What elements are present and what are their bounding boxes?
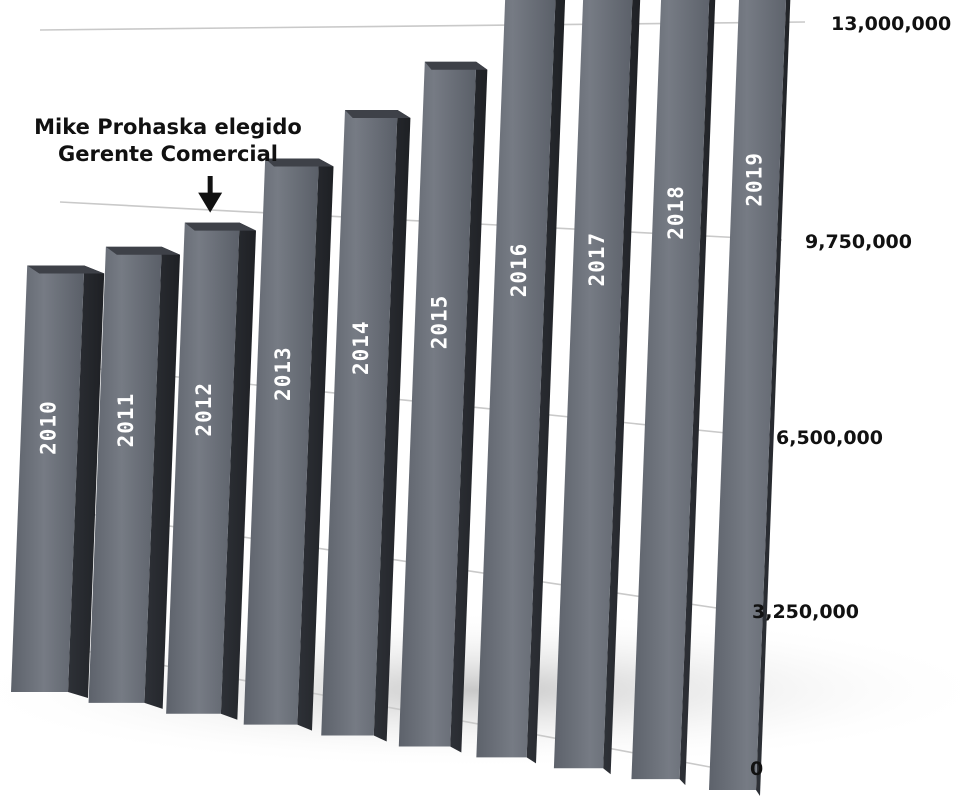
annotation: Mike Prohaska elegido Gerente Comercial <box>18 114 318 168</box>
bar-label: 2017 <box>585 232 609 287</box>
bar: 2013 <box>243 158 334 731</box>
y-tick-label: 3,250,000 <box>752 601 859 623</box>
annotation-line-1: Mike Prohaska elegido <box>34 115 302 139</box>
arrow-head <box>198 192 223 213</box>
bar: 2019 <box>709 0 791 796</box>
bar: 2011 <box>88 246 181 709</box>
bar-label: 2019 <box>743 152 767 207</box>
y-tick-label: 13,000,000 <box>831 13 951 35</box>
bar: 2015 <box>398 61 488 753</box>
bar: 2010 <box>11 265 105 698</box>
y-tick-label: 0 <box>750 758 763 780</box>
bar-label: 2014 <box>349 320 373 375</box>
bar: 2017 <box>553 0 641 775</box>
bar-label: 2010 <box>37 400 61 455</box>
bar-label: 2012 <box>192 382 216 437</box>
y-tick-label: 6,500,000 <box>776 427 883 449</box>
bar-label: 2013 <box>271 346 295 401</box>
bar: 2012 <box>166 222 256 720</box>
annotation-arrow <box>198 176 223 213</box>
bar: 2014 <box>321 110 411 742</box>
y-tick-label: 9,750,000 <box>805 231 912 253</box>
bar-label: 2016 <box>507 243 531 298</box>
bar-label: 2015 <box>428 295 452 350</box>
annotation-line-2: Gerente Comercial <box>58 142 278 166</box>
bar: 2016 <box>476 0 566 764</box>
bar: 2018 <box>631 0 716 786</box>
bar-label: 2018 <box>664 185 688 240</box>
bars: 2010 2011 2012 2013 2014 2015 2016 2017 2018 2019 <box>11 0 791 796</box>
y-axis: 13,000,000 9,750,000 6,500,000 3,250,000 0 <box>750 13 951 780</box>
bar-label: 2011 <box>114 393 138 448</box>
